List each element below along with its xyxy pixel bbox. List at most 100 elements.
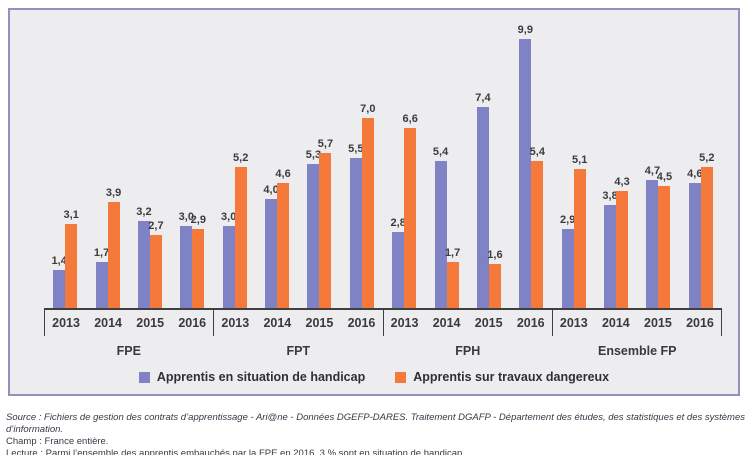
bar-value-label: 5,4	[529, 146, 545, 159]
bar-group-fph: 2,8 6,6 5,4 1,7 7,4 1,6 9,9 5,4	[383, 10, 553, 308]
bar-handicap: 2,9	[560, 214, 575, 308]
bar-handicap: 3,2	[136, 206, 152, 308]
bar-value-label: 6,6	[402, 113, 418, 126]
legend-item-handicap: Apprentis en situation de handicap	[138, 370, 366, 384]
bar-pair-fph-2015: 7,4 1,6	[475, 92, 503, 308]
year-tick-label: 2013	[559, 316, 588, 330]
bar-value-label: 4,5	[656, 170, 673, 183]
bar-pair-fpt-2014: 4,0 4,6	[263, 168, 291, 308]
bar-handicap: 3,0	[179, 211, 194, 308]
bar-value-label: 4,6	[275, 167, 291, 180]
bar-pair-fph-2014: 5,4 1,7	[433, 146, 460, 308]
legend-swatch-dangereux-icon	[395, 371, 407, 383]
bar-pair-fpt-2013: 3,0 5,2	[221, 152, 248, 308]
year-ticks-fpe: 2013 2014 2015 2016	[44, 310, 213, 336]
group-label-fph: FPH	[455, 344, 481, 358]
bar-value-label: 1,4	[51, 254, 67, 267]
legend-swatch-handicap-icon	[138, 371, 150, 383]
bar-handicap: 3,0	[221, 211, 236, 308]
year-tick-label: 2015	[474, 316, 503, 330]
bar-group-ensemble-fp: 2,9 5,1 3,8 4,3 4,7 4,5 4,6 5,2	[553, 10, 723, 308]
bar-dangereux: 5,7	[318, 138, 333, 308]
bar-pair-fpt-2015: 5,3 5,7	[306, 138, 333, 308]
bar-handicap: 5,4	[433, 146, 448, 308]
plot-area: 1,4 3,1 1,7 3,9 3,2 2,7 3,0 2,9 3,0 5,2 4,0 4,6 5,3 5…	[44, 10, 722, 308]
bar-handicap: 2,8	[391, 217, 406, 308]
bar-dangereux: 3,1	[64, 209, 79, 308]
group-label-ensemble-fp: Ensemble FP	[598, 344, 677, 358]
bar-value-label: 5,3	[305, 148, 322, 161]
bar-value-label: 7,4	[475, 91, 491, 104]
bar-handicap: 7,4	[475, 92, 491, 308]
footnote-champ: Champ : France entière.	[6, 436, 109, 448]
bar-dangereux: 6,6	[403, 113, 418, 308]
bar-handicap: 9,9	[518, 24, 533, 308]
bar-pair-fpe-2013: 1,4 3,1	[52, 209, 79, 308]
year-tick-label: 2014	[601, 316, 630, 330]
group-labels: FPE FPT FPH Ensemble FP	[44, 344, 722, 358]
bar-value-label: 3,0	[178, 211, 194, 224]
year-tick-label: 2014	[432, 316, 461, 330]
footnote-lecture: Lecture : Parmi l’ensemble des apprentis…	[6, 448, 465, 455]
bar-handicap: 4,0	[263, 184, 279, 308]
bar-value-label: 1,7	[444, 246, 461, 259]
legend-label-handicap: Apprentis en situation de handicap	[156, 370, 366, 384]
bar-dangereux: 5,1	[572, 154, 587, 308]
bar-dangereux: 5,2	[699, 152, 714, 308]
bar-value-label: 2,9	[560, 214, 576, 227]
bar-value-label: 2,9	[190, 214, 206, 227]
group-label-fpt: FPT	[286, 344, 311, 358]
bar-handicap: 4,6	[687, 168, 702, 308]
bar-handicap: 1,4	[52, 255, 67, 308]
footnotes: Source : Fichiers de gestion des contrat…	[6, 412, 750, 455]
legend: Apprentis en situation de handicap Appre…	[10, 370, 738, 384]
bar-pair-ensemble-fp-2013: 2,9 5,1	[560, 154, 587, 308]
bar-pair-ensemble-fp-2016: 4,6 5,2	[687, 152, 714, 308]
year-tick-label: 2015	[136, 316, 165, 330]
bar-dangereux: 2,9	[191, 214, 206, 308]
bar-dangereux: 5,4	[530, 146, 545, 308]
bar-handicap: 5,5	[348, 143, 363, 308]
bar-value-label: 3,9	[105, 186, 122, 199]
year-ticks-fph: 2013 2014 2015 2016	[382, 310, 552, 336]
bar-value-label: 3,8	[602, 189, 618, 202]
year-tick-label: 2016	[178, 316, 207, 330]
bar-dangereux: 7,0	[360, 103, 375, 308]
bar-dangereux: 4,6	[275, 168, 291, 308]
bar-handicap: 1,7	[94, 247, 109, 308]
bar-value-label: 3,0	[221, 211, 237, 224]
bar-value-label: 5,2	[233, 151, 249, 164]
legend-label-dangereux: Apprentis sur travaux dangereux	[413, 370, 610, 384]
bar-pair-fpt-2016: 5,5 7,0	[348, 103, 375, 308]
bar-value-label: 2,7	[148, 219, 164, 232]
bar-value-label: 3,2	[136, 205, 152, 218]
year-tick-label: 2016	[516, 316, 545, 330]
bar-value-label: 2,8	[390, 216, 406, 229]
bar-value-label: 7,0	[360, 102, 376, 115]
bar-dangereux: 1,7	[445, 247, 460, 308]
year-tick-label: 2016	[347, 316, 376, 330]
bar-pair-ensemble-fp-2015: 4,7 4,5	[645, 165, 672, 308]
legend-item-dangereux: Apprentis sur travaux dangereux	[395, 370, 609, 384]
year-ticks-fpt: 2013 2014 2015 2016	[213, 310, 382, 336]
chart-frame: 1,4 3,1 1,7 3,9 3,2 2,7 3,0 2,9 3,0 5,2 4,0 4,6 5,3 5…	[8, 8, 740, 396]
bar-dangereux: 5,2	[233, 152, 248, 308]
bar-dangereux: 1,6	[487, 249, 503, 308]
group-label-fpe: FPE	[116, 344, 141, 358]
bar-group-fpe: 1,4 3,1 1,7 3,9 3,2 2,7 3,0 2,9	[44, 10, 214, 308]
footnote-source: Source : Fichiers de gestion des contrat…	[6, 412, 746, 436]
bar-value-label: 3,1	[63, 208, 79, 221]
bar-pair-fpe-2016: 3,0 2,9	[179, 211, 206, 308]
year-ticks-ensemble-fp: 2013 2014 2015 2016	[551, 310, 722, 336]
bar-value-label: 4,3	[614, 176, 630, 189]
bar-value-label: 4,0	[263, 184, 279, 197]
bar-value-label: 4,7	[644, 165, 661, 178]
bar-handicap: 3,8	[602, 190, 618, 308]
bar-dangereux: 4,5	[657, 171, 672, 308]
year-tick-label: 2014	[94, 316, 122, 330]
bar-pair-fpe-2015: 3,2 2,7	[136, 206, 164, 308]
bar-dangereux: 3,9	[106, 187, 121, 308]
bar-value-label: 4,6	[687, 167, 703, 180]
bar-pair-fph-2013: 2,8 6,6	[391, 113, 418, 308]
